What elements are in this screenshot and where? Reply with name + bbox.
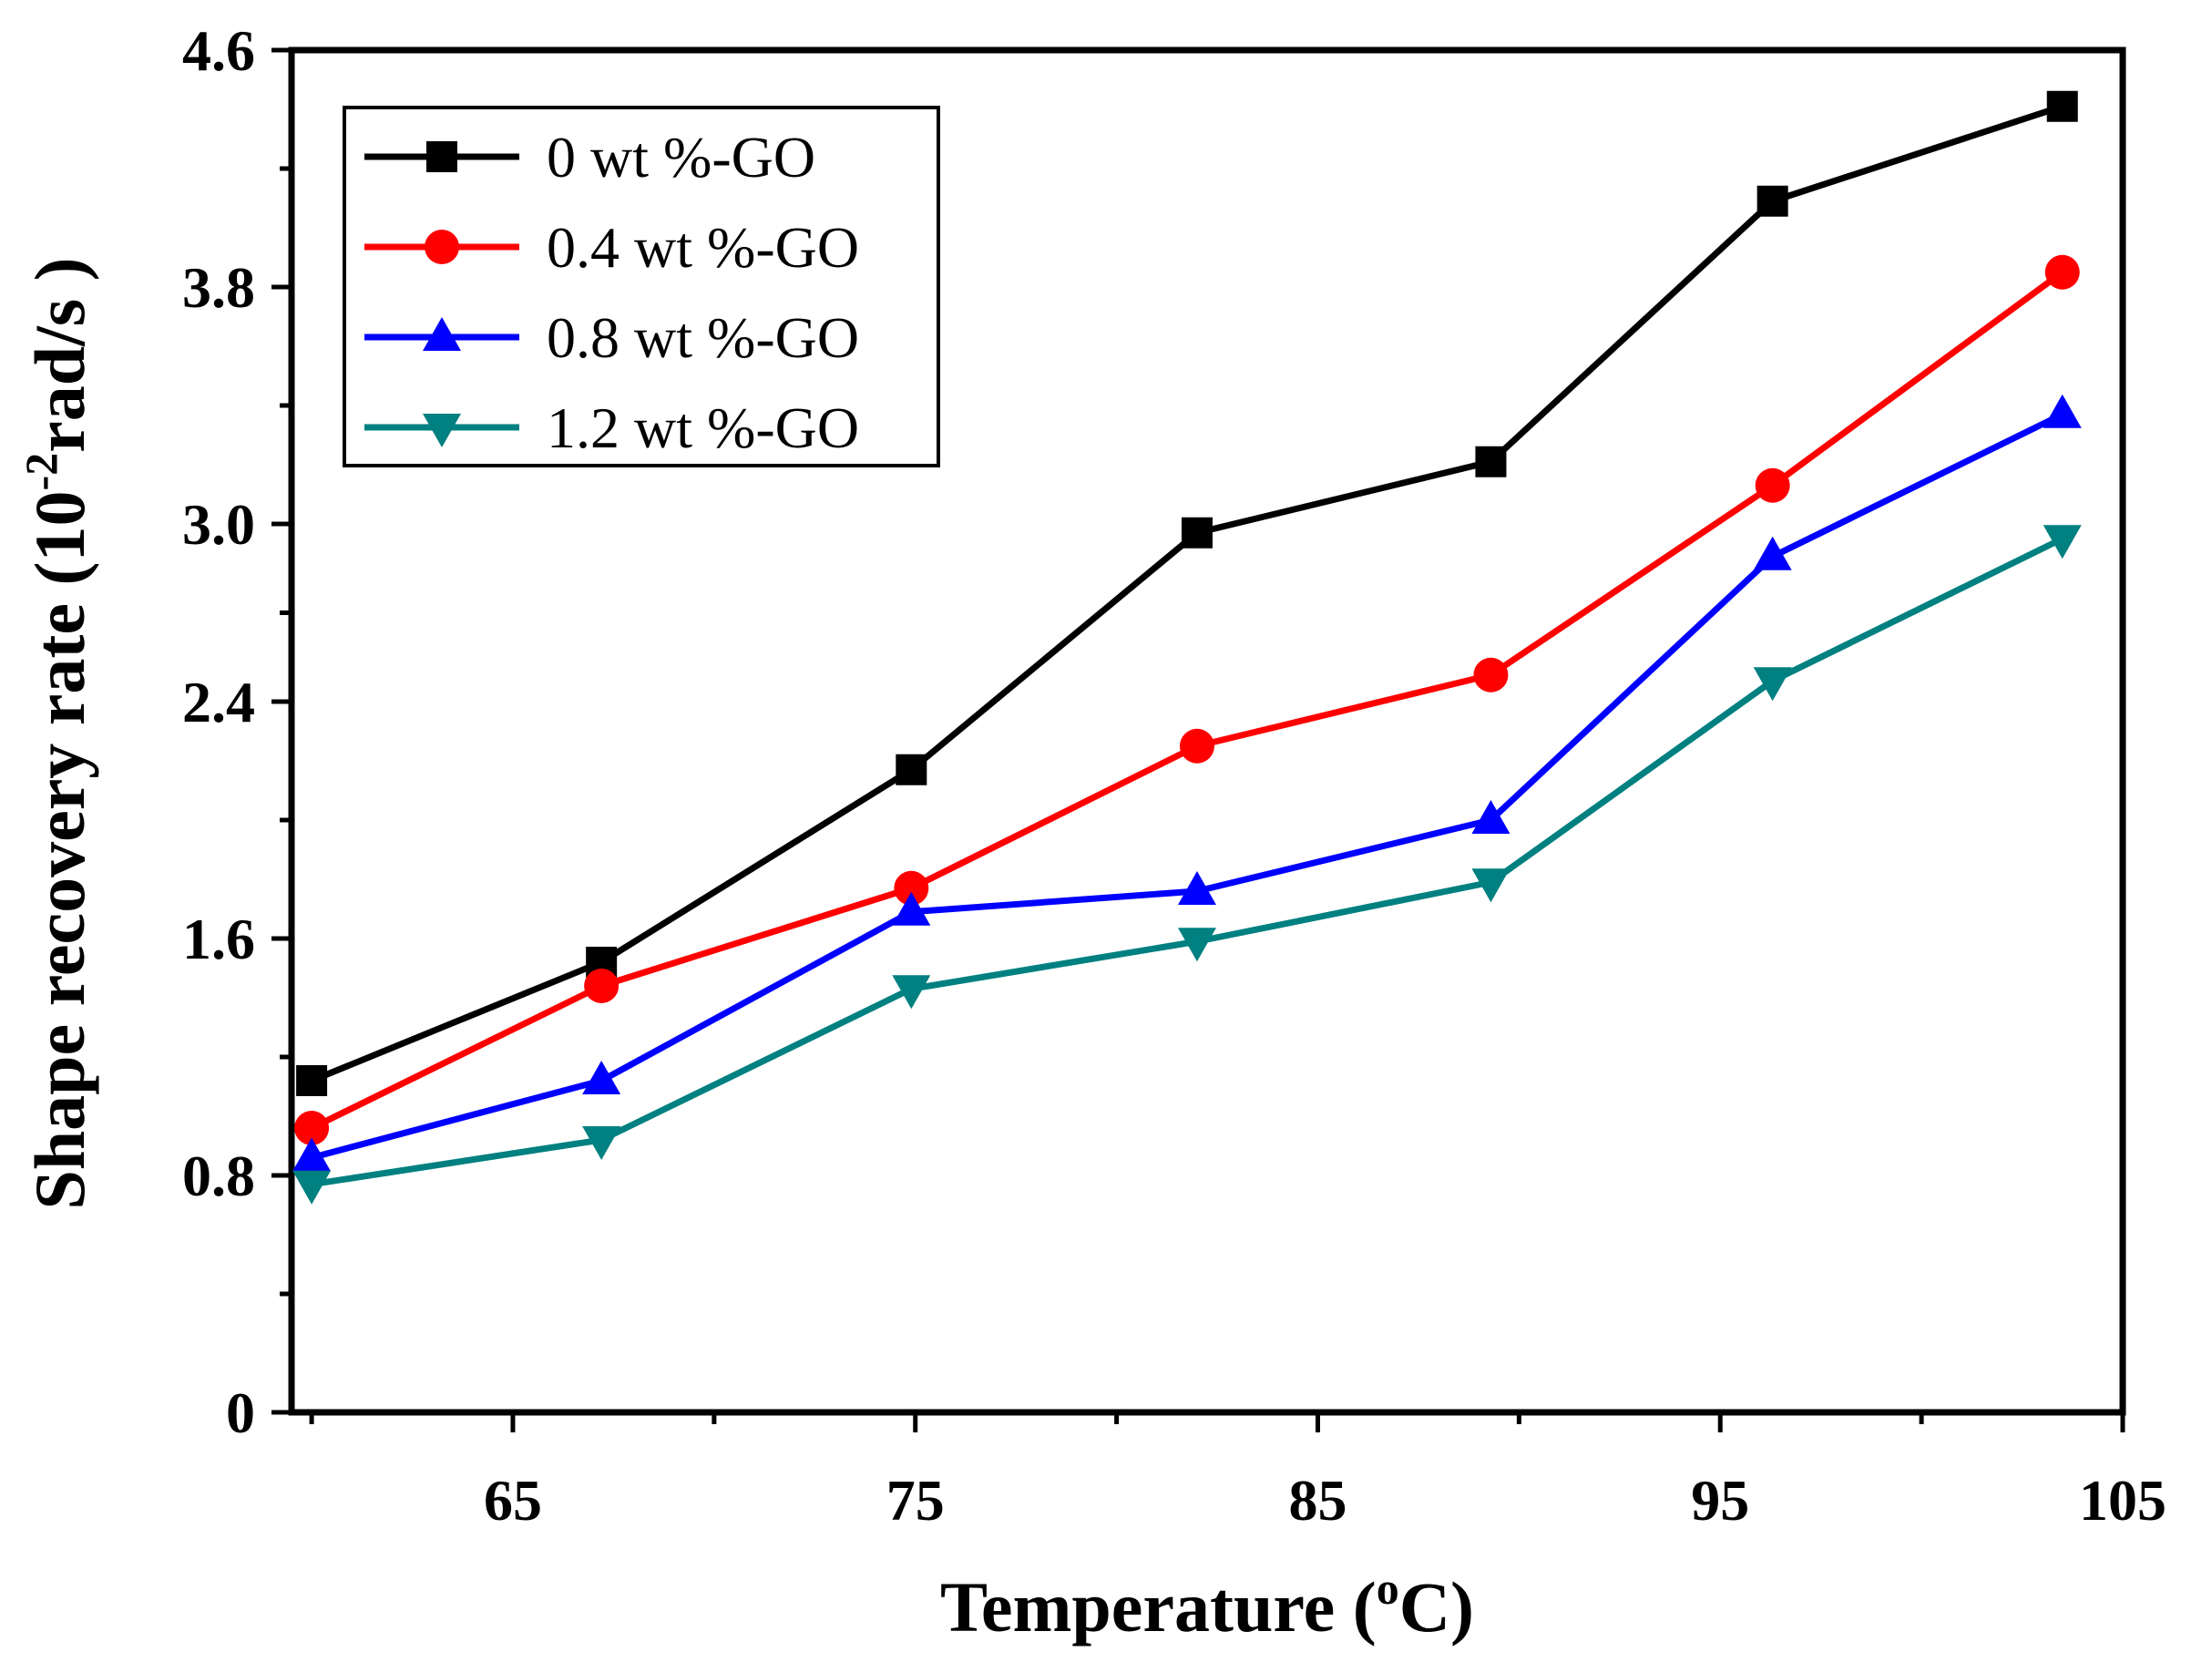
x-axis-title-tail: C) xyxy=(1399,1567,1474,1647)
legend-item-2: 0.8 wt %-GO xyxy=(364,305,859,370)
y-tick-label-1.6: 1.6 xyxy=(182,907,255,971)
legend-marker xyxy=(423,317,461,351)
data-point xyxy=(294,1111,330,1145)
x-tick-label-85: 85 xyxy=(1288,1468,1347,1533)
data-point xyxy=(1473,657,1509,692)
legend-label: 0.8 wt %-GO xyxy=(547,305,859,370)
x-tick-label-75: 75 xyxy=(886,1468,945,1533)
y-axis-ticks: 0 0.8 1.6 2.4 3.0 3.8 4.6 xyxy=(182,18,292,1445)
data-point xyxy=(1471,868,1511,903)
data-point xyxy=(1181,517,1213,549)
legend-item-3: 1.2 wt %-GO xyxy=(364,395,859,460)
data-point xyxy=(292,1137,332,1172)
x-axis-title: Temperature (oC) xyxy=(940,1563,1474,1647)
y-tick-label-3.8: 3.8 xyxy=(182,255,255,320)
data-point xyxy=(896,754,927,785)
data-point xyxy=(582,1061,621,1094)
data-point xyxy=(1471,800,1511,834)
data-point xyxy=(584,969,620,1003)
data-point xyxy=(1755,467,1790,503)
x-tick-label-95: 95 xyxy=(1691,1468,1749,1533)
data-point xyxy=(2044,254,2080,290)
y-tick-label-4.6: 4.6 xyxy=(182,18,255,83)
legend-marker xyxy=(425,230,459,264)
data-point xyxy=(1177,928,1216,962)
legend-marker xyxy=(423,414,461,447)
data-point xyxy=(2043,525,2082,559)
data-point xyxy=(582,1126,621,1160)
data-point xyxy=(892,975,931,1010)
data-point xyxy=(2043,394,2082,428)
y-axis-title-tail: rad/s ) xyxy=(20,257,99,453)
x-tick-label-65: 65 xyxy=(484,1468,542,1533)
y-tick-label-2.4: 2.4 xyxy=(182,670,255,734)
data-point xyxy=(1753,667,1792,702)
legend-label: 1.2 wt %-GO xyxy=(547,395,859,460)
y-tick-label-3: 3.0 xyxy=(182,492,255,557)
x-axis-ticks: 65 75 85 95 105 xyxy=(309,1412,2166,1533)
legend-label: 0 wt %-GO xyxy=(547,125,815,190)
data-point xyxy=(1753,536,1792,570)
x-tick-label-105: 105 xyxy=(2079,1468,2166,1533)
x-axis-title-main: Temperature ( xyxy=(940,1567,1377,1647)
legend-item-1: 0.4 wt %-GO xyxy=(364,215,859,280)
series-3 xyxy=(292,525,2082,1205)
series-layer xyxy=(292,90,2082,1205)
series-0 xyxy=(296,90,2078,1096)
y-axis-title-sup: -2 xyxy=(15,453,67,491)
data-point xyxy=(296,1065,328,1096)
series-1 xyxy=(294,254,2080,1145)
data-point xyxy=(2046,90,2078,122)
y-axis-title-main: Shape recovery rate (10 xyxy=(20,491,99,1210)
legend: 0 wt %-GO 0.4 wt %-GO 0.8 wt %-GO 1.2 wt %-… xyxy=(343,106,940,467)
data-point xyxy=(894,870,929,906)
y-tick-label-0.8: 0.8 xyxy=(182,1144,255,1208)
legend-label: 0.4 wt %-GO xyxy=(547,215,859,280)
data-point xyxy=(292,1170,332,1205)
data-point xyxy=(892,891,931,926)
y-axis-title: Shape recovery rate (10-2rad/s ) xyxy=(15,257,99,1209)
x-axis-title-sup: o xyxy=(1377,1563,1399,1614)
data-point xyxy=(1177,871,1216,905)
data-point xyxy=(1756,185,1788,217)
legend-marker xyxy=(426,141,457,172)
data-point xyxy=(1475,446,1507,477)
legend-item-0: 0 wt %-GO xyxy=(364,125,815,190)
series-2 xyxy=(292,394,2082,1172)
y-tick-label-0: 0 xyxy=(226,1380,255,1445)
data-point xyxy=(1179,728,1214,764)
plot-frame xyxy=(288,46,2126,1416)
